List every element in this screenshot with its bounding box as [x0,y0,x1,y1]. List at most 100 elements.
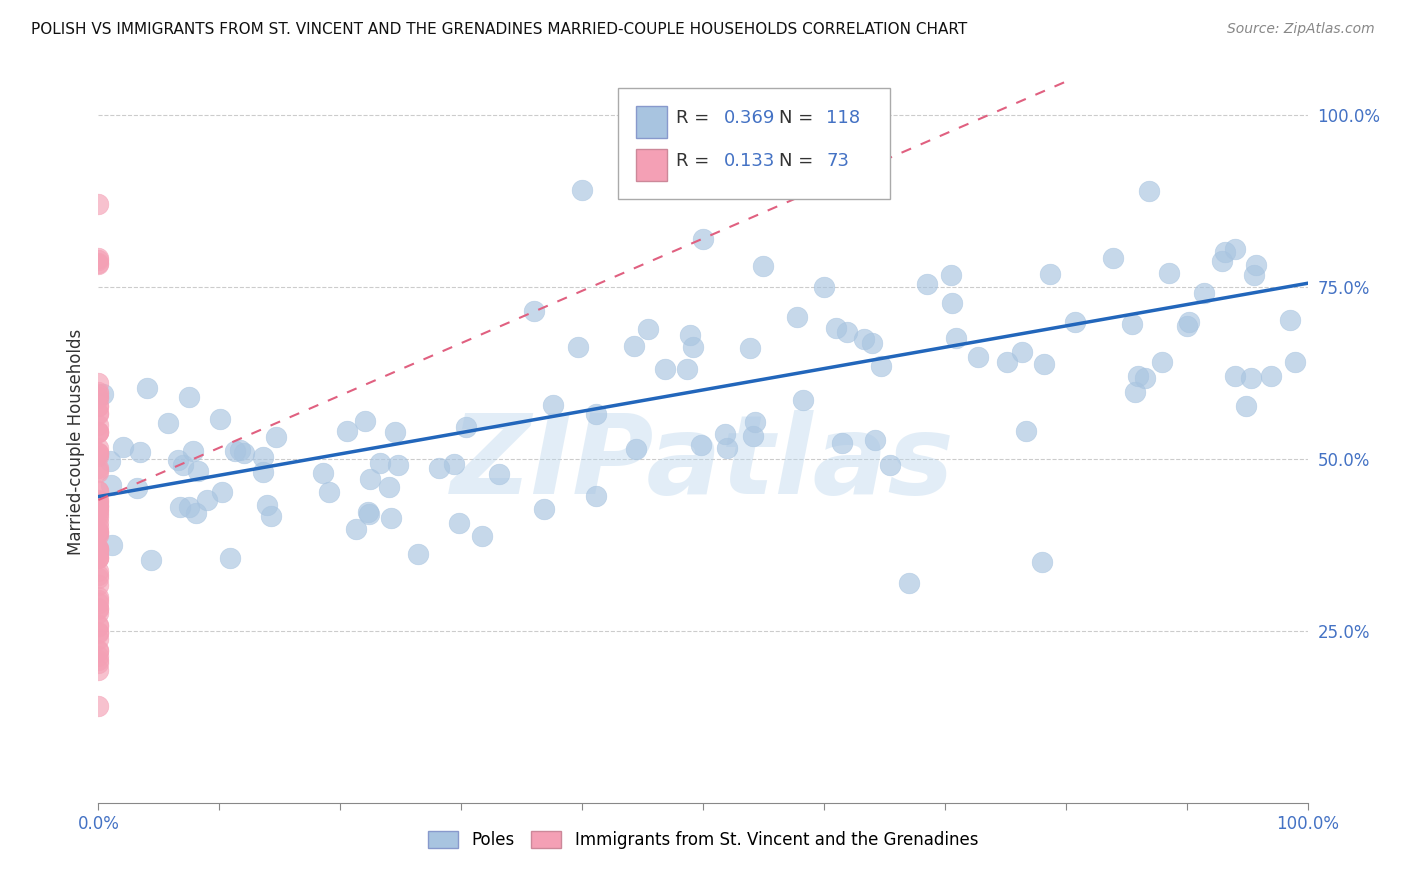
Text: 0.369: 0.369 [724,109,775,127]
Point [87,492,110,507]
Point [87,461,110,475]
Point [813,279,835,293]
Point [87,256,110,270]
Point [1260,369,1282,384]
Point [87,524,110,539]
Point [1240,370,1263,384]
Point [1033,358,1056,372]
Point [1244,258,1267,272]
Point [87,549,110,564]
Point [87,699,110,714]
Point [852,332,875,346]
Point [167,452,190,467]
Point [87,376,110,391]
Point [87,483,110,498]
Point [941,296,963,310]
Point [357,505,380,519]
Point [1015,425,1038,439]
Point [101,538,124,552]
Point [87,644,110,658]
Point [87,446,110,460]
Point [127,482,149,496]
Point [184,506,207,520]
Point [654,361,676,376]
Point [1194,285,1216,300]
Point [87,551,110,566]
Point [1123,385,1146,400]
Point [87,449,110,463]
Text: POLISH VS IMMIGRANTS FROM ST. VINCENT AND THE GRENADINES MARRIED-COUPLE HOUSEHOL: POLISH VS IMMIGRANTS FROM ST. VINCENT AN… [31,22,967,37]
Point [939,268,962,282]
Point [87,547,110,561]
Point [1178,315,1201,329]
Point [454,419,477,434]
Point [471,529,494,543]
Point [860,335,883,350]
Point [260,508,283,523]
Point [100,478,122,492]
Point [1128,369,1150,384]
Point [224,444,246,458]
Point [87,197,110,211]
Point [1175,318,1198,333]
Point [87,387,110,401]
Point [967,350,990,364]
Point [786,310,808,325]
Point [567,340,589,354]
Point [1243,268,1265,283]
Point [87,602,110,616]
Point [87,524,110,538]
Point [571,183,593,197]
Point [87,391,110,405]
Point [835,325,858,339]
Point [1234,399,1257,413]
Point [156,416,179,430]
Point [87,593,110,607]
Point [87,626,110,640]
Point [87,385,110,400]
Point [744,415,766,429]
Point [354,413,377,427]
Point [714,426,737,441]
Point [1137,184,1160,198]
Point [87,656,110,670]
Point [87,399,110,413]
Point [384,425,406,439]
Point [87,618,110,632]
Point [1031,555,1053,569]
Point [87,596,110,610]
Point [380,510,402,524]
Point [183,444,205,458]
Point [87,251,110,265]
FancyBboxPatch shape [637,149,666,181]
Point [915,277,938,291]
Point [623,339,645,353]
Point [997,355,1019,369]
Point [335,424,357,438]
Point [87,496,110,510]
Point [387,458,409,472]
Point [624,442,647,457]
Point [100,454,122,468]
Point [87,663,110,677]
Point [637,322,659,336]
Point [87,617,110,632]
Point [312,467,335,481]
Point [87,493,110,508]
Point [488,467,510,481]
Point [87,408,110,422]
Point [879,458,901,473]
Point [211,484,233,499]
Point [585,489,607,503]
Text: N =: N = [779,109,814,127]
Point [447,516,470,530]
Point [675,361,697,376]
Point [533,502,555,516]
Text: 118: 118 [827,109,860,127]
Point [1211,254,1233,268]
Point [87,571,110,585]
Point [87,564,110,578]
Point [825,320,848,334]
Point [87,624,110,639]
Text: R =: R = [676,109,710,127]
